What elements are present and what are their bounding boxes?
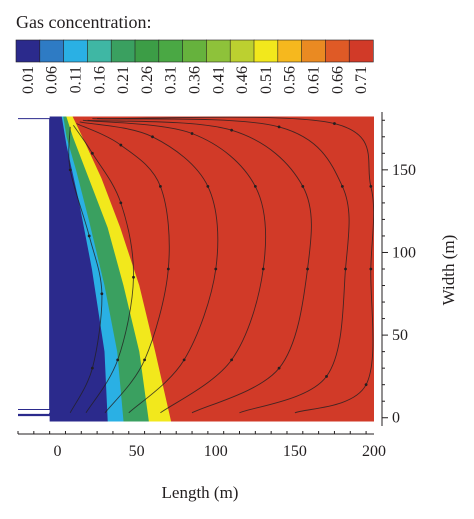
streamline-marker	[261, 267, 265, 271]
streamline-marker	[100, 292, 104, 296]
streamline-marker	[277, 125, 281, 129]
colorbar-swatch	[182, 39, 208, 63]
colorbar-tick-label: 0.51	[258, 66, 275, 94]
streamline-marker	[206, 184, 210, 188]
colorbar-tick-label: 0.11	[68, 66, 85, 93]
streamline-marker	[166, 267, 170, 271]
colorbar-tick-label: 0.66	[329, 66, 346, 94]
streamline-marker	[369, 267, 373, 271]
colorbar-title: Gas concentration:	[16, 12, 151, 32]
streamline-marker	[364, 383, 368, 387]
x-tick-label: 0	[54, 443, 62, 460]
streamline	[82, 119, 267, 414]
colorbar-tick-label: 0.06	[44, 66, 61, 94]
colorbar-tick-label: 0.56	[282, 66, 299, 94]
streamline-marker	[68, 168, 72, 172]
colorbar-swatch	[325, 39, 350, 63]
streamline	[79, 121, 219, 414]
y-axis: 0 50 100 150	[381, 112, 416, 427]
colorbar-swatch	[158, 39, 184, 63]
y-tick-label: 0	[392, 410, 400, 427]
colorbar-swatch	[277, 39, 303, 63]
streamline-marker	[119, 143, 123, 147]
colorbar-swatch	[15, 39, 41, 63]
streamline-marker	[87, 234, 91, 238]
wall-cutout	[18, 112, 50, 426]
colorbar-swatch	[206, 39, 231, 63]
x-tick-label: 100	[204, 443, 228, 460]
colorbar-tick-label: 0.36	[187, 66, 204, 94]
colorbar-swatch	[63, 39, 88, 63]
streamline-marker	[369, 184, 373, 188]
colorbar-tick-labels: 0.01 0.06 0.11 0.16 0.21 0.26 0.31 0.36 0.41 0.46…	[20, 66, 370, 94]
streamline-marker	[132, 275, 135, 279]
streamline-marker	[159, 184, 162, 188]
y-tick-label: 50	[392, 327, 408, 344]
concentration-region	[72, 116, 374, 422]
streamline-marker	[325, 375, 328, 378]
streamline-marker	[230, 358, 234, 362]
colorbar-swatch	[301, 39, 327, 63]
y-tick-label: 150	[392, 162, 416, 179]
colorbar-tick-label: 0.46	[234, 66, 251, 94]
colorbar-tick-label: 0.31	[163, 66, 180, 94]
wall-outline	[18, 118, 51, 410]
colorbar-swatch	[134, 39, 160, 63]
streamline-marker	[190, 132, 194, 135]
colorbar-tick-label: 0.01	[20, 66, 37, 94]
colorbar-tick-label: 0.61	[306, 66, 323, 94]
x-tick-label: 200	[362, 443, 386, 460]
streamline-marker	[90, 366, 94, 370]
concentration-regions	[18, 116, 374, 422]
x-tick-label: 50	[129, 443, 145, 460]
y-tick-label: 100	[392, 244, 416, 261]
colorbar-tick-label: 0.26	[139, 66, 156, 94]
streamline	[92, 118, 350, 414]
colorbar	[15, 39, 374, 63]
x-axis: 0 50 100 150 200	[17, 431, 386, 460]
streamline-marker	[90, 151, 94, 155]
x-axis-label: Length (m)	[162, 483, 239, 502]
streamline-marker	[253, 184, 257, 188]
colorbar-swatch	[348, 39, 374, 63]
streamline-marker	[306, 267, 309, 271]
colorbar-tick-label: 0.21	[115, 66, 132, 94]
streamline-marker	[116, 358, 120, 362]
streamline-marker	[230, 128, 234, 132]
streamline-marker	[119, 201, 123, 205]
streamline-marker	[182, 358, 186, 362]
streamline-marker	[151, 135, 154, 139]
colorbar-tick-label: 0.41	[210, 66, 227, 94]
streamline	[87, 119, 312, 414]
streamlines	[68, 116, 374, 414]
colorbar-swatch	[87, 39, 112, 63]
colorbar-swatch	[253, 39, 279, 63]
streamline-marker	[277, 366, 281, 370]
streamline-marker	[344, 267, 347, 271]
colorbar-swatch	[39, 39, 65, 63]
streamline-marker	[301, 184, 305, 188]
colorbar-tick-label: 0.71	[353, 66, 370, 94]
plot-area	[18, 112, 374, 426]
y-axis-label: Width (m)	[439, 235, 458, 306]
colorbar-swatch	[110, 39, 136, 63]
streamline-marker	[143, 358, 146, 362]
streamline	[68, 126, 103, 413]
colorbar-swatch	[229, 39, 255, 63]
inlet-notch	[18, 112, 51, 426]
streamline-marker	[214, 267, 218, 271]
colorbar-tick-label: 0.16	[91, 66, 108, 94]
streamline-marker	[333, 122, 336, 125]
streamline-marker	[340, 184, 344, 188]
x-tick-label: 150	[283, 443, 307, 460]
